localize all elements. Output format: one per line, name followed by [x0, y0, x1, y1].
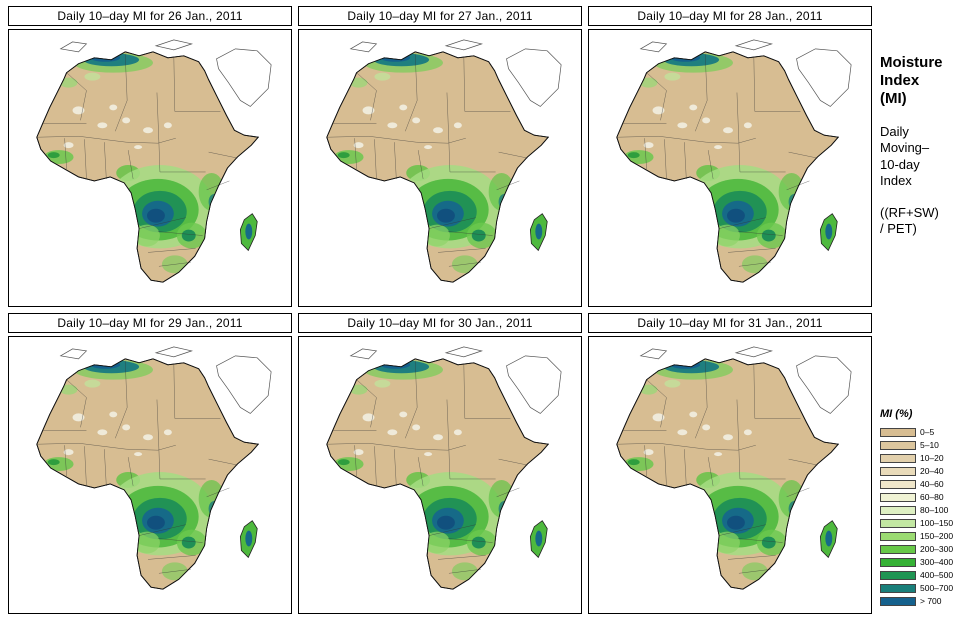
legend-swatch: [880, 454, 916, 463]
legend-entry: 500–700: [880, 582, 970, 595]
map-panel: Daily 10–day MI for 26 Jan., 2011: [8, 6, 292, 307]
legend-swatch: [880, 571, 916, 580]
figure-subtitle: Daily Moving– 10-day Index: [880, 124, 970, 189]
figure-title-line: Moisture: [880, 54, 943, 71]
figure-subtitle-line: Daily: [880, 124, 909, 139]
legend: MI (%) 0–5 5–10 10–20 20–40 40–60 60–80 80–100…: [880, 408, 970, 614]
mi-formula-line: / PET): [880, 221, 917, 237]
africa-map: [588, 336, 872, 614]
legend-entry: 0–5: [880, 426, 970, 439]
map-grid: Daily 10–day MI for 26 Jan., 2011 Daily …: [8, 6, 872, 614]
africa-map: [8, 29, 292, 307]
legend-entry: 400–500: [880, 569, 970, 582]
mi-formula-line: ((RF+SW): [880, 205, 939, 220]
legend-swatch: [880, 428, 916, 437]
figure-title: Moisture Index (MI): [880, 54, 970, 108]
legend-swatch: [880, 597, 916, 606]
africa-map-graphic: [589, 30, 871, 306]
figure-subtitle-line: Index: [880, 172, 912, 188]
panel-title: Daily 10–day MI for 28 Jan., 2011: [588, 6, 872, 26]
legend-label: 0–5: [920, 427, 935, 438]
figure-subtitle-line: 10-day: [880, 156, 920, 172]
legend-label: 60–80: [920, 492, 944, 503]
legend-entry: 300–400: [880, 556, 970, 569]
legend-label: 400–500: [920, 570, 954, 581]
legend-entry: 5–10: [880, 439, 970, 452]
legend-entry: 100–150: [880, 517, 970, 530]
legend-entry: > 700: [880, 595, 970, 608]
legend-entry: 150–200: [880, 530, 970, 543]
africa-map: [298, 29, 582, 307]
legend-label: 200–300: [920, 544, 954, 555]
legend-swatch: [880, 519, 916, 528]
legend-entry: 10–20: [880, 452, 970, 465]
panel-title: Daily 10–day MI for 30 Jan., 2011: [298, 313, 582, 333]
panel-title: Daily 10–day MI for 26 Jan., 2011: [8, 6, 292, 26]
legend-label: 300–400: [920, 557, 954, 568]
africa-map: [298, 336, 582, 614]
africa-map-graphic: [9, 30, 291, 306]
legend-swatch: [880, 558, 916, 567]
legend-swatch: [880, 545, 916, 554]
legend-swatch: [880, 493, 916, 502]
africa-map-graphic: [299, 30, 581, 306]
legend-label: 80–100: [920, 505, 949, 516]
africa-map: [588, 29, 872, 307]
figure-subtitle-line: Moving–: [880, 140, 930, 156]
legend-label: 5–10: [920, 440, 939, 451]
map-panel: Daily 10–day MI for 28 Jan., 2011: [588, 6, 872, 307]
legend-entry: 80–100: [880, 504, 970, 517]
legend-swatch: [880, 584, 916, 593]
legend-entry: 20–40: [880, 465, 970, 478]
legend-entry: 200–300: [880, 543, 970, 556]
africa-map-graphic: [299, 337, 581, 613]
figure-title-line: (MI): [880, 90, 907, 107]
legend-entries: 0–5 5–10 10–20 20–40 40–60 60–80 80–100 100–150…: [880, 426, 970, 608]
map-panel: Daily 10–day MI for 31 Jan., 2011: [588, 313, 872, 614]
africa-map-graphic: [9, 337, 291, 613]
legend-label: 20–40: [920, 466, 944, 477]
map-panel: Daily 10–day MI for 30 Jan., 2011: [298, 313, 582, 614]
legend-swatch: [880, 480, 916, 489]
legend-label: > 700: [920, 596, 942, 607]
legend-title: MI (%): [880, 408, 913, 421]
map-panel: Daily 10–day MI for 29 Jan., 2011: [8, 313, 292, 614]
legend-label: 500–700: [920, 583, 954, 594]
legend-swatch: [880, 441, 916, 450]
legend-swatch: [880, 532, 916, 541]
legend-entry: 40–60: [880, 478, 970, 491]
legend-swatch: [880, 467, 916, 476]
figure-title-line: Index: [880, 72, 920, 89]
legend-label: 100–150: [920, 518, 954, 529]
africa-map: [8, 336, 292, 614]
panel-title: Daily 10–day MI for 31 Jan., 2011: [588, 313, 872, 333]
mi-formula: ((RF+SW) / PET): [880, 205, 970, 238]
legend-entry: 60–80: [880, 491, 970, 504]
legend-label: 150–200: [920, 531, 954, 542]
sidebar: Moisture Index (MI) Daily Moving– 10-day…: [880, 6, 970, 614]
legend-label: 40–60: [920, 479, 944, 490]
legend-swatch: [880, 506, 916, 515]
panel-title: Daily 10–day MI for 29 Jan., 2011: [8, 313, 292, 333]
africa-map-graphic: [589, 337, 871, 613]
map-panel: Daily 10–day MI for 27 Jan., 2011: [298, 6, 582, 307]
legend-label: 10–20: [920, 453, 944, 464]
panel-title: Daily 10–day MI for 27 Jan., 2011: [298, 6, 582, 26]
